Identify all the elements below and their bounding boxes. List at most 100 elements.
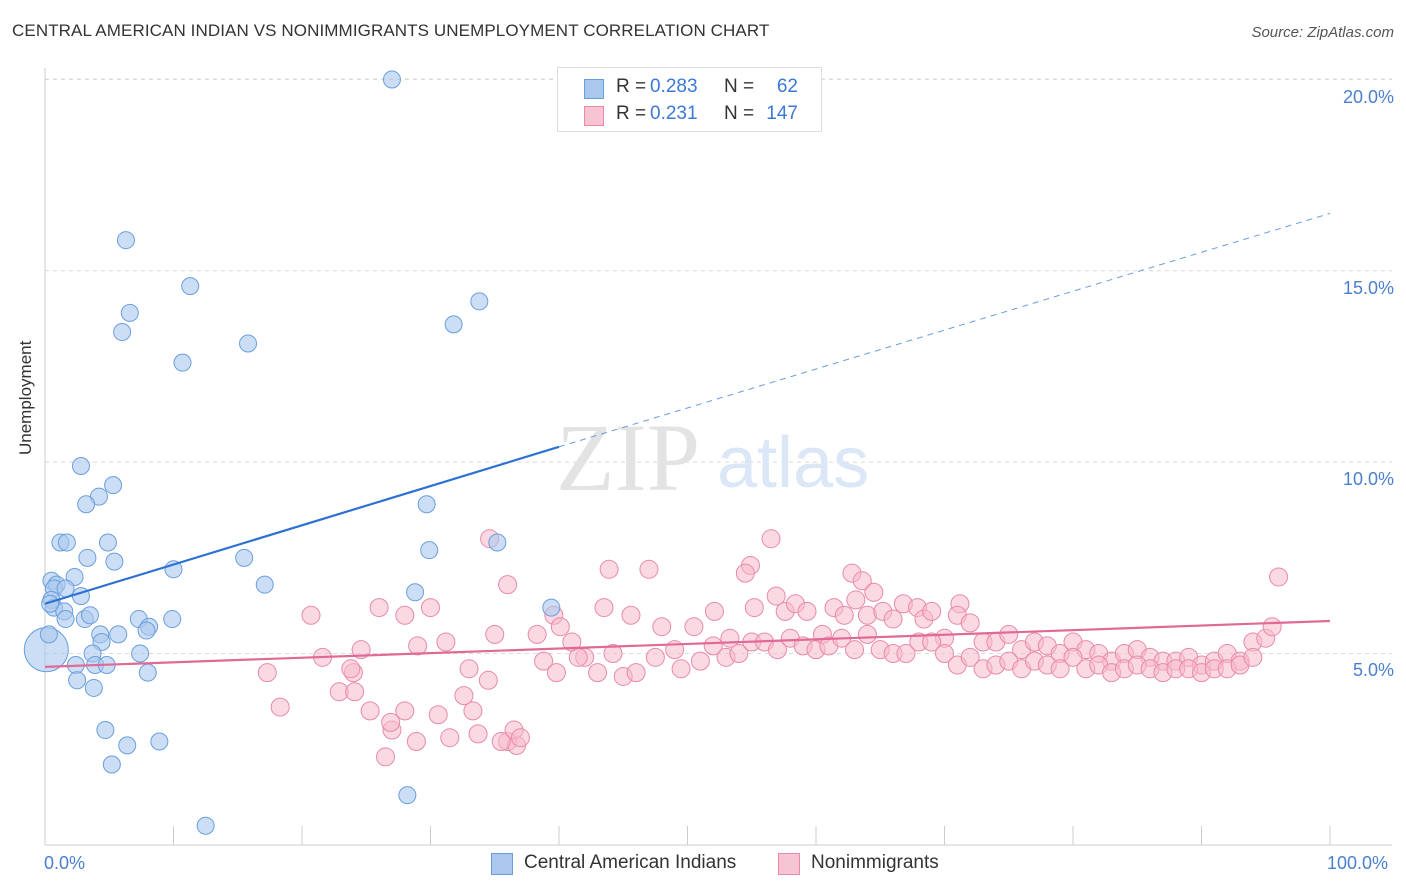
central-american-indians-point <box>116 231 135 250</box>
central-american-indians-point <box>84 678 103 697</box>
nonimmigrants-point <box>852 571 872 591</box>
central-american-indians-point <box>57 533 76 552</box>
central-american-indians-point <box>120 303 139 322</box>
nonimmigrants-point <box>603 644 623 663</box>
legend-label: Central American Indians <box>524 852 737 873</box>
nonimmigrants-point <box>599 559 619 579</box>
nonimmigrants-point <box>999 624 1019 644</box>
nonimmigrants-point <box>1243 647 1263 667</box>
nonimmigrants-point <box>621 605 641 625</box>
nonimmigrants-point <box>834 605 854 625</box>
source-label: Source: ZipAtlas.com <box>1251 24 1394 41</box>
central-american-indians-point <box>196 816 215 835</box>
chart-title: CENTRAL AMERICAN INDIAN VS NONIMMIGRANTS… <box>12 21 770 40</box>
stats-row-central-american-indians: R = 0.283 N = 62 <box>558 75 821 101</box>
nonimmigrants-point <box>485 624 505 644</box>
central-american-indians-point <box>98 533 117 552</box>
central-american-indians-point <box>406 583 425 602</box>
nonimmigrants-point <box>395 701 415 721</box>
series-legend: Central American Indians Nonimmigrants <box>0 850 1406 880</box>
n-label: N = <box>724 76 755 97</box>
central-american-indians-point <box>444 315 463 334</box>
nonimmigrants-point <box>960 647 980 667</box>
axes <box>44 68 1392 846</box>
nonimmigrants-point <box>527 624 547 644</box>
r-value: 0.283 <box>650 76 698 97</box>
central-american-indians-point <box>417 495 436 514</box>
x-tick-label: 100.0% <box>1327 853 1389 873</box>
r-label: R = <box>616 76 647 97</box>
nonimmigrants-point <box>684 617 704 637</box>
blue-swatch <box>491 853 513 875</box>
nonimmigrants-point <box>369 598 389 618</box>
nonimmigrants-point <box>534 651 554 671</box>
central-american-indians-point <box>71 456 90 475</box>
pink-swatch <box>778 853 800 875</box>
nonimmigrants-point <box>491 732 511 752</box>
stats-row-nonimmigrants: R = 0.231 N = 147 <box>558 102 821 128</box>
nonimmigrants-point <box>735 563 755 583</box>
nonimmigrants-point <box>645 647 665 667</box>
nonimmigrants-point <box>463 701 483 721</box>
n-label: N = <box>724 103 755 124</box>
nonimmigrants-point <box>857 624 877 644</box>
central-american-indians-point <box>150 732 169 751</box>
n-value: 147 <box>766 103 798 124</box>
central-american-indians-point <box>105 552 124 571</box>
grid-lines <box>45 78 1392 654</box>
central-american-indians-point <box>118 736 137 755</box>
y-axis-label: Unemployment <box>16 340 35 455</box>
nonimmigrants-point <box>478 670 498 690</box>
legend-label: Nonimmigrants <box>811 852 939 873</box>
nonimmigrants-point <box>376 747 396 767</box>
nonimmigrants-point <box>766 586 786 606</box>
central-american-indians-point <box>137 621 156 640</box>
central-american-indians-point <box>173 353 192 372</box>
nonimmigrants-point <box>704 601 724 621</box>
n-value: 62 <box>776 76 798 97</box>
nonimmigrants-point <box>935 644 954 663</box>
central-american-indians-point <box>56 579 75 598</box>
nonimmigrants-point <box>690 651 710 671</box>
r-label: R = <box>616 103 647 124</box>
central-american-indians-point <box>255 575 274 594</box>
central-american-indians-point <box>80 606 99 625</box>
central-american-indians-point <box>39 625 58 644</box>
nonimmigrants-point <box>703 636 723 656</box>
central-american-indians-point <box>382 70 401 89</box>
nonimmigrants-point <box>671 659 691 679</box>
central-american-indians-point <box>68 671 87 690</box>
central-american-indians-point <box>239 334 258 353</box>
central-american-indians-point <box>109 625 128 644</box>
nonimmigrants-point <box>922 632 942 652</box>
central-american-indians-point <box>488 533 507 552</box>
nonimmigrants-point <box>428 705 448 725</box>
central-american-indians-point <box>420 541 439 560</box>
nonimmigrants-point <box>510 728 530 748</box>
nonimmigrants-point <box>729 644 749 663</box>
nonimmigrants-point <box>345 682 365 702</box>
central-american-indians-point <box>138 663 157 682</box>
watermark: ZIP atlas <box>556 404 869 511</box>
nonimmigrants-point <box>395 605 415 625</box>
nonimmigrants-point <box>1262 617 1282 637</box>
blue-swatch <box>584 79 604 99</box>
nonimmigrants-point <box>408 636 428 656</box>
nonimmigrants-point <box>301 605 321 625</box>
stats-legend: R = 0.283 N = 62 R = 0.231 N = 147 <box>557 67 822 132</box>
central-american-indians-point <box>542 598 561 617</box>
nonimmigrants-point <box>864 582 884 602</box>
nonimmigrants-point <box>341 659 361 679</box>
nonimmigrants-point <box>922 601 942 621</box>
nonimmigrants-point <box>360 701 380 721</box>
central-american-indians-point <box>235 548 254 567</box>
pink-swatch <box>584 106 604 126</box>
central-american-indians-point <box>102 755 121 774</box>
nonimmigrants-point <box>845 640 865 660</box>
nonimmigrants-point <box>381 712 401 732</box>
nonimmigrants-point <box>1063 647 1083 667</box>
central-american-indians-point <box>470 292 489 311</box>
central-american-indians-point <box>163 610 182 629</box>
nonimmigrants-point <box>744 598 764 618</box>
central-american-indians-trend-line <box>44 445 560 605</box>
